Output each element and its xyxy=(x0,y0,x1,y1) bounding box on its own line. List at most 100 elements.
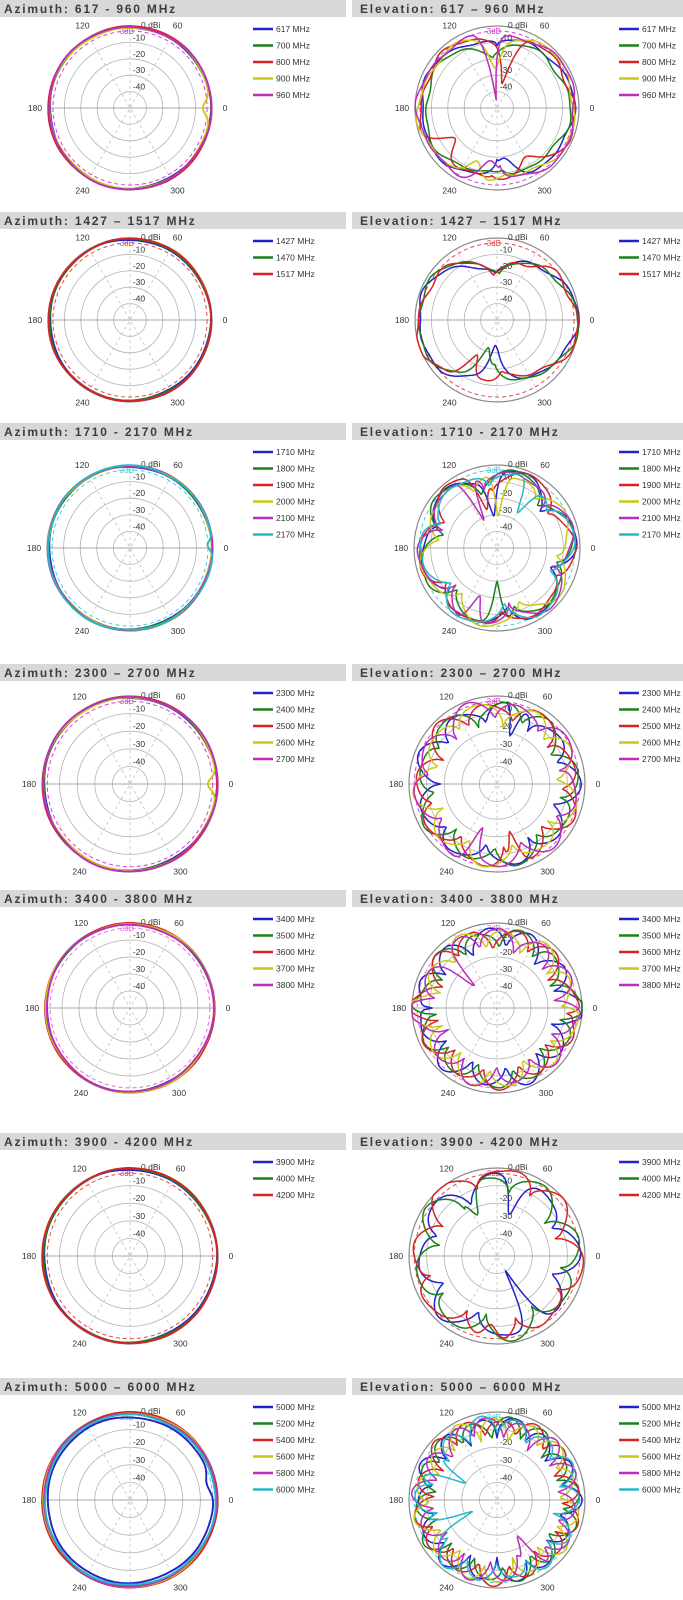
spoke-line xyxy=(452,707,542,861)
spoke-line xyxy=(85,1179,175,1333)
azimuth-header-bar: Azimuth: 2300 – 2700 MHz xyxy=(0,664,346,681)
trace-1517-mhz xyxy=(416,261,580,382)
angle-label: 0 xyxy=(226,1003,231,1013)
legend: 1427 MHz 1470 MHz 1517 MHz xyxy=(253,236,315,279)
azimuth-polar-plot: -3dB 0 dBi -10 -20 -30 -40 120 60 180 0 240 300 1427… xyxy=(28,232,315,407)
ring-label: -40 xyxy=(500,1228,513,1238)
trace-4200-mhz xyxy=(41,1167,219,1345)
ring-label: -40 xyxy=(133,1472,146,1482)
ring-label: -30 xyxy=(500,1211,513,1221)
ref-circle-3db xyxy=(52,242,208,398)
trace-1470-mhz xyxy=(48,237,213,402)
angle-label: 240 xyxy=(439,1338,453,1348)
angle-label: 0 xyxy=(590,315,595,325)
ring-label: -30 xyxy=(133,739,146,749)
azimuth-header-title: Azimuth: 5000 – 6000 MHz xyxy=(4,1379,197,1394)
elevation-header-title: Elevation: 1710 - 2170 MHz xyxy=(360,424,560,439)
angle-label: 180 xyxy=(389,779,403,789)
trace-2100-mhz xyxy=(416,471,575,625)
ring-label: -20 xyxy=(133,1193,146,1203)
legend-label: 3700 MHz xyxy=(642,964,681,974)
angle-label: 60 xyxy=(173,21,183,31)
legend-label: 1710 MHz xyxy=(642,447,681,457)
legend: 5000 MHz 5200 MHz 5400 MHz 5600 MHz 5800 MHz… xyxy=(619,1402,681,1495)
legend-label: 1710 MHz xyxy=(276,447,315,457)
legend-label: 3600 MHz xyxy=(276,947,315,957)
spoke-line xyxy=(85,707,175,861)
legend: 617 MHz 700 MHz 800 MHz 900 MHz 960 MHz xyxy=(253,24,310,100)
trace-3700-mhz xyxy=(44,923,215,1094)
ring-label: -20 xyxy=(500,1193,513,1203)
azimuth-header-title: Azimuth: 2300 – 2700 MHz xyxy=(4,665,197,680)
angle-label: 0 xyxy=(596,1251,601,1261)
trace-3800-mhz xyxy=(45,923,215,1093)
angle-label: 180 xyxy=(28,315,42,325)
azimuth-polar-plot: -3dB 0 dBi -10 -20 -30 -40 120 60 180 0 240 300 617 … xyxy=(28,20,310,195)
legend-label: 2000 MHz xyxy=(276,497,315,507)
angle-label: 240 xyxy=(72,866,86,876)
legend: 3900 MHz 4000 MHz 4200 MHz xyxy=(619,1157,681,1200)
angle-label: 0 xyxy=(590,103,595,113)
elevation-header-title: Elevation: 2300 – 2700 MHz xyxy=(360,665,563,680)
ring-label: -20 xyxy=(500,49,513,59)
ref-label-3db: -3dB xyxy=(484,239,501,248)
legend-label: 2500 MHz xyxy=(276,721,315,731)
ring-label: -40 xyxy=(133,521,146,531)
angle-label: 60 xyxy=(543,1164,553,1174)
legend: 617 MHz 700 MHz 800 MHz 900 MHz 960 MHz xyxy=(619,24,676,100)
angle-label: 300 xyxy=(537,397,551,407)
angle-label: 180 xyxy=(395,103,409,113)
angle-label: 0 xyxy=(229,1251,234,1261)
legend: 3400 MHz 3500 MHz 3600 MHz 3700 MHz 3800 MHz xyxy=(619,914,681,990)
spoke-line xyxy=(452,1423,542,1577)
angle-label: 240 xyxy=(439,1582,453,1592)
ref-label-3db: -3dB xyxy=(484,27,501,36)
trace-4000-mhz xyxy=(415,1177,581,1342)
ring-label-0dbi: 0 dBi xyxy=(508,1162,527,1172)
legend-label: 2600 MHz xyxy=(642,738,681,748)
ring-label-0dbi: 0 dBi xyxy=(508,459,527,469)
ring-label: -20 xyxy=(133,261,146,271)
azimuth-header-title: Azimuth: 1427 – 1517 MHz xyxy=(4,213,197,228)
legend: 2300 MHz 2400 MHz 2500 MHz 2600 MHz 2700 MHz xyxy=(619,688,681,764)
legend-label: 3900 MHz xyxy=(276,1157,315,1167)
trace-5800-mhz xyxy=(410,1417,577,1582)
spoke-line xyxy=(452,1423,542,1577)
trace-6000-mhz xyxy=(414,1415,580,1581)
elevation-polar-plot: -3dB 0 dBi -10 -20 -30 -40 120 60 180 0 240 300 2300… xyxy=(389,688,681,876)
azimuth-polar-plot: -3dB 0 dBi -10 -20 -30 -40 120 60 180 0 240 300 2300… xyxy=(22,688,315,876)
angle-label: 240 xyxy=(442,626,456,636)
legend-label: 617 MHz xyxy=(276,24,310,34)
legend-label: 2700 MHz xyxy=(276,754,315,764)
trace-5800-mhz xyxy=(43,1412,218,1588)
legend-label: 2600 MHz xyxy=(276,738,315,748)
angle-label: 300 xyxy=(173,1338,187,1348)
legend-label: 5400 MHz xyxy=(276,1435,315,1445)
ring-label: -40 xyxy=(500,981,513,991)
angle-label: 180 xyxy=(22,1495,36,1505)
ring-label: -30 xyxy=(133,964,146,974)
angle-label: 240 xyxy=(75,626,89,636)
ring-label: -10 xyxy=(133,244,146,254)
elevation-header-title: Elevation: 3900 - 4200 MHz xyxy=(360,1134,560,1149)
legend: 3400 MHz 3500 MHz 3600 MHz 3700 MHz 3800 MHz xyxy=(253,914,315,990)
trace-5000-mhz xyxy=(46,1416,215,1585)
ref-label-3db: -3dB xyxy=(117,239,134,248)
ring-label: -20 xyxy=(133,49,146,59)
ring-label: -40 xyxy=(500,1472,513,1482)
legend-label: 5400 MHz xyxy=(642,1435,681,1445)
ring-label: -20 xyxy=(500,488,513,498)
ring-label: -40 xyxy=(133,294,146,304)
legend: 1710 MHz 1800 MHz 1900 MHz 2000 MHz 2100 MHz… xyxy=(253,447,315,540)
legend-label: 1427 MHz xyxy=(642,236,681,246)
azimuth-polar-plot: -3dB 0 dBi -10 -20 -30 -40 120 60 180 0 240 300 1710… xyxy=(27,447,315,636)
trace-960-mhz xyxy=(414,34,576,179)
elevation-header-bar: Elevation: 1710 - 2170 MHz xyxy=(352,423,683,440)
elevation-header-title: Elevation: 3400 - 3800 MHz xyxy=(360,891,560,906)
angle-label: 240 xyxy=(439,866,453,876)
azimuth-header-bar: Azimuth: 1710 - 2170 MHz xyxy=(0,423,346,440)
angle-label: 180 xyxy=(389,1251,403,1261)
trace-5200-mhz xyxy=(415,1416,581,1583)
angle-label: 240 xyxy=(75,185,89,195)
